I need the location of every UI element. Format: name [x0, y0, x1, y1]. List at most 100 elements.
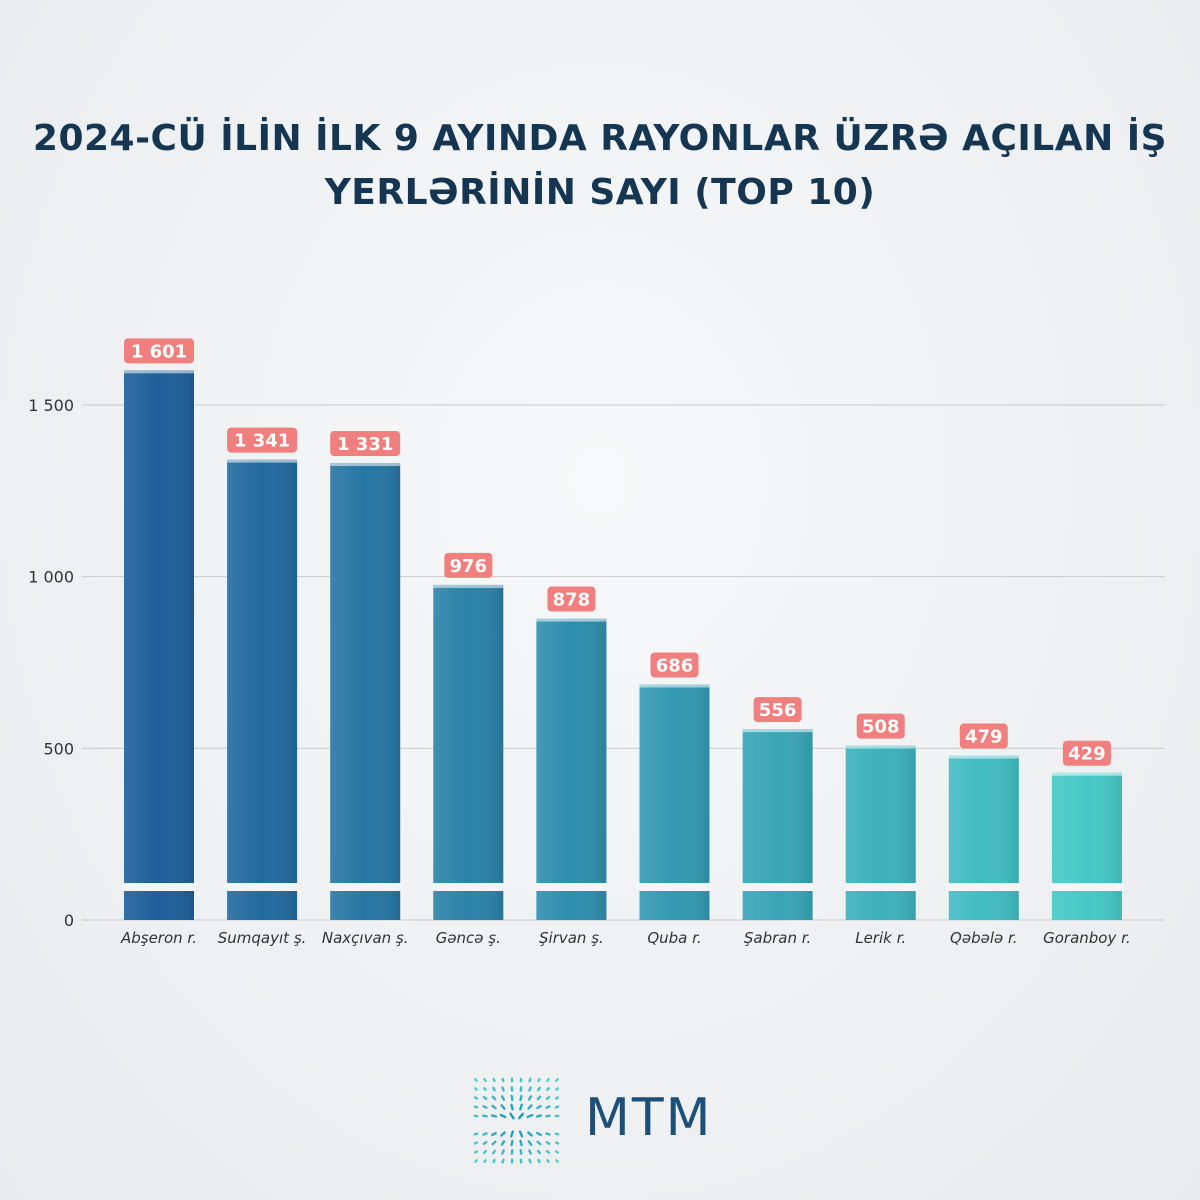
logo-mark-dash [473, 1096, 479, 1100]
bar-cap [330, 463, 401, 467]
value-label: 976 [444, 552, 493, 578]
logo-mark-dash [527, 1104, 533, 1110]
value-label-text: 479 [965, 727, 1003, 748]
logo-mark-dash [501, 1077, 505, 1083]
value-label: 556 [753, 697, 802, 723]
logo-mark-dash [526, 1113, 534, 1119]
x-tick-label: Quba r. [647, 929, 701, 947]
bar-cap [742, 729, 813, 733]
value-label-text: 429 [1068, 744, 1106, 765]
logo-mark-dash [499, 1113, 507, 1119]
logo-mark-dash [527, 1095, 533, 1101]
x-tick-label: Sumqayıt ş. [218, 929, 307, 947]
y-tick-label: 0 [64, 911, 74, 930]
bar-cap [124, 370, 194, 374]
logo-mark-dash [473, 1141, 479, 1145]
value-label-badge [124, 338, 194, 364]
logo-mark-dash [501, 1086, 505, 1092]
bar [431, 584, 506, 920]
bar [534, 618, 609, 920]
bar-cap [433, 584, 504, 588]
logo-mark-dash [500, 1131, 506, 1137]
value-label-text: 1 331 [337, 434, 393, 455]
bar-cap [845, 745, 916, 749]
logo-mark-dash [509, 1112, 515, 1120]
logo-mark-dash [554, 1150, 560, 1154]
value-label-text: 686 [656, 655, 694, 676]
value-label-text: 1 341 [234, 431, 290, 452]
logo-mark-dash [474, 1087, 478, 1091]
logo-mark-dash [545, 1105, 551, 1109]
logo-mark-dash [537, 1158, 541, 1164]
bar [122, 370, 196, 920]
logo-mark-dash [545, 1114, 551, 1118]
value-label-badge [444, 552, 493, 578]
value-label-badge [650, 652, 699, 678]
value-label: 1 601 [124, 338, 194, 364]
logo-mark-dash [473, 1105, 479, 1109]
y-tick-label: 1 500 [28, 396, 74, 415]
x-axis: Abşeron r. Sumqayıt ş. Naxçıvan ş. Gəncə ş.… [120, 929, 1131, 947]
value-label-text: 976 [450, 556, 488, 577]
logo-mark-dash [491, 1095, 497, 1101]
logo-mark-dash [491, 1149, 497, 1155]
logo-mark-dash [491, 1104, 497, 1110]
bar-break [946, 883, 1021, 891]
logo-mark-dash [510, 1130, 514, 1138]
bar-sheen [948, 755, 1019, 920]
bar-sheen [639, 684, 710, 920]
value-label-badge [547, 586, 596, 612]
value-label-badge [959, 723, 1008, 749]
logo-mark-dash [473, 1132, 479, 1136]
logo-mark-dash [536, 1149, 542, 1155]
logo-mark-dash [474, 1078, 478, 1082]
logo-mark-dash [482, 1114, 488, 1118]
logo-mark-dash [528, 1158, 532, 1164]
bar-sheen [124, 370, 194, 920]
logo-mark-dash [482, 1149, 488, 1155]
bar-break [225, 883, 300, 891]
bar [225, 459, 300, 920]
y-tick-label: 500 [43, 739, 74, 758]
value-label: 508 [856, 713, 905, 739]
value-label-text: 556 [759, 700, 797, 721]
bar [843, 745, 918, 920]
logo-mark-dash [500, 1104, 506, 1110]
logo-mark-dash [555, 1087, 559, 1091]
chart-title: 2024-CÜ İLİN İLK 9 AYINDA RAYONLAR ÜZRƏ … [0, 112, 1200, 220]
logo-mark-dash [491, 1131, 497, 1137]
x-tick-label: Goranboy r. [1043, 929, 1131, 947]
logo-mark-dash [501, 1149, 505, 1155]
logo-mark-dash [545, 1149, 551, 1155]
logo-mark-dash [519, 1103, 523, 1111]
mtm-logo-icon [473, 1077, 560, 1164]
bar-sheen [227, 459, 298, 920]
value-label: 429 [1062, 740, 1111, 766]
bar-cap [227, 459, 298, 463]
logo-mark-dash [510, 1103, 514, 1111]
bar-break [843, 883, 918, 891]
logo-mark-dash [510, 1139, 514, 1147]
bar-sheen [742, 729, 813, 920]
x-tick-label: Şirvan ş. [539, 929, 604, 947]
logo-mark-dash [483, 1159, 487, 1163]
value-label-text: 1 601 [131, 341, 187, 362]
logo-mark-dash [483, 1077, 487, 1083]
logo-mark-dash [492, 1158, 496, 1164]
logo-mark-dash [518, 1112, 524, 1120]
chart-title-line-1: 2024-CÜ İLİN İLK 9 AYINDA RAYONLAR ÜZRƏ … [32, 118, 1168, 159]
logo-mark-dash [528, 1086, 532, 1092]
logo-mark-dash [545, 1132, 551, 1136]
logo-mark-dash [536, 1095, 542, 1101]
value-label: 1 341 [227, 427, 298, 453]
bar-break [1049, 883, 1124, 891]
x-tick-label: Şabran r. [744, 929, 811, 947]
bar [637, 684, 712, 920]
value-label: 686 [650, 652, 699, 678]
logo-mark-dash [519, 1139, 523, 1147]
logo-mark-dash [536, 1104, 542, 1110]
bar [1049, 772, 1124, 920]
logo-mark-dash [483, 1086, 487, 1092]
logo-mark-dash [536, 1131, 542, 1137]
